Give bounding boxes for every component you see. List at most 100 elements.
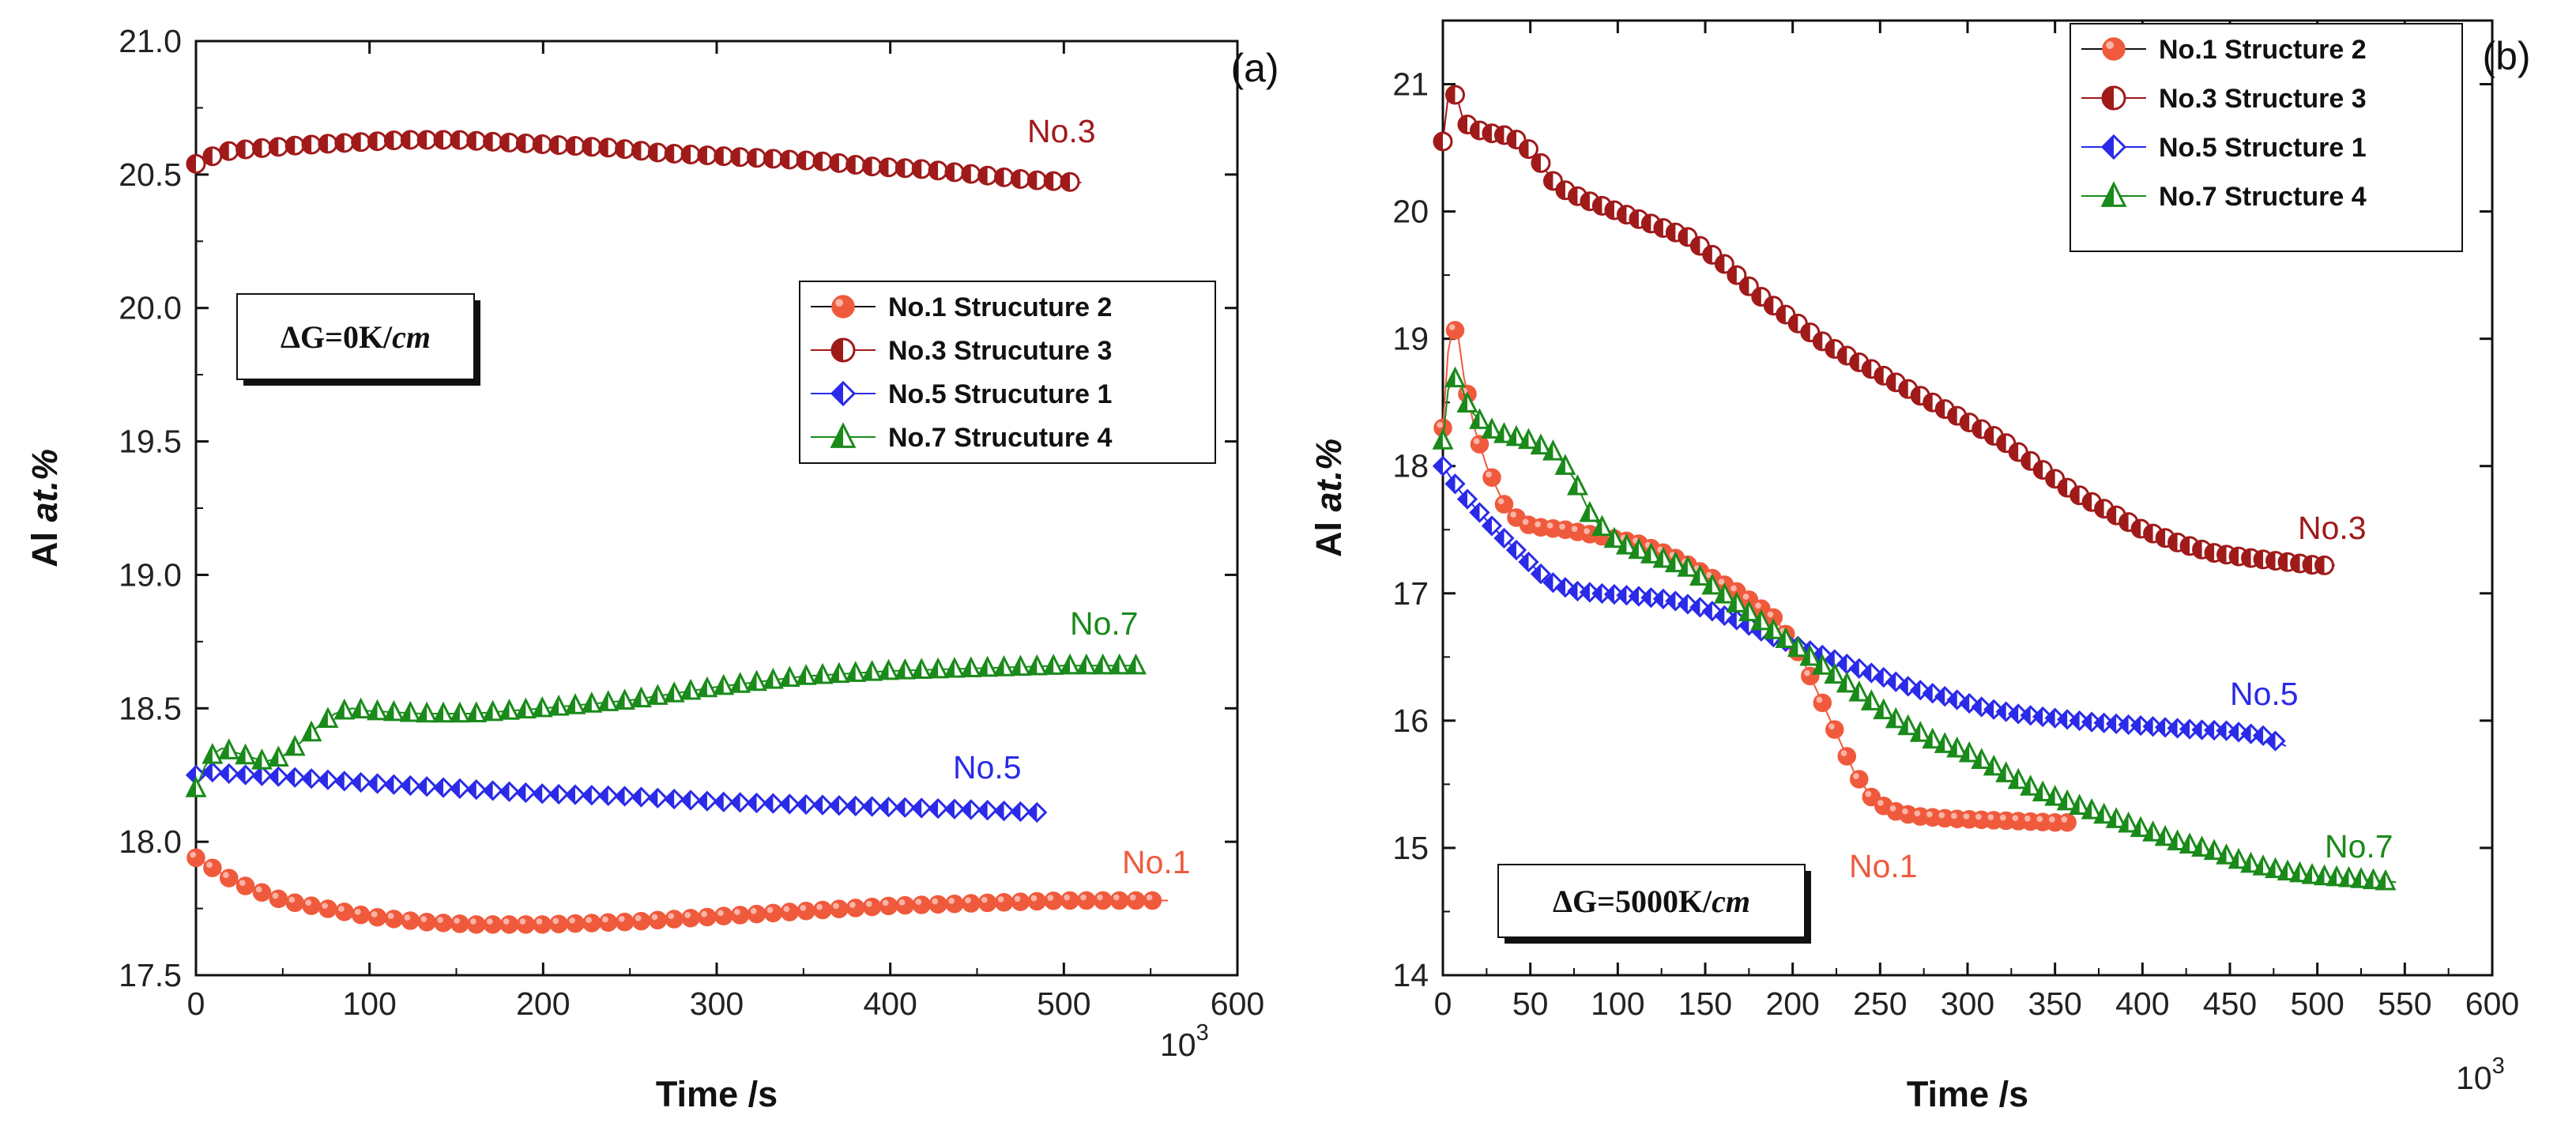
data-point: [696, 676, 718, 698]
data-point: [927, 657, 949, 679]
legend-marker: [830, 380, 857, 407]
data-point: [1799, 644, 1821, 666]
data-point: [763, 793, 784, 814]
condition-text: ΔG=5000K/cm: [1553, 884, 1750, 919]
data-point: [961, 164, 981, 184]
data-point: [219, 141, 239, 161]
data-point: [895, 895, 915, 915]
data-point: [2008, 703, 2029, 725]
data-point: [598, 913, 618, 933]
data-point: [450, 914, 469, 933]
data-point: [482, 699, 504, 722]
series-line: [1442, 375, 2397, 884]
data-point: [2093, 802, 2115, 824]
condition-text-prefix: ΔG=0K/: [281, 319, 393, 355]
y-tick-label: 19: [1392, 321, 1429, 357]
legend-marker: [2102, 37, 2126, 61]
data-point: [499, 781, 520, 802]
data-point: [597, 785, 619, 807]
data-point: [1481, 417, 1503, 439]
data-point: [186, 848, 205, 868]
chart-panel-b: 0 50 100 150 200 250 300 350 400 450 500 550 600 14 15…: [1309, 19, 2531, 1114]
data-point: [597, 690, 620, 711]
y-axis-label: Al at.%: [24, 449, 65, 567]
data-point: [1092, 653, 1114, 675]
data-point: [1836, 671, 1858, 693]
data-point: [828, 661, 850, 684]
data-point: [665, 910, 684, 929]
data-point: [729, 792, 751, 813]
data-point: [664, 789, 685, 810]
legend-marker: [2100, 134, 2127, 160]
data-point: [582, 137, 602, 157]
data-point: [251, 138, 272, 158]
x-multiplier-base: 10: [1160, 1027, 1196, 1063]
y-tick-label: 15: [1392, 830, 1429, 866]
legend-entry: No.7 Structure 4: [2081, 181, 2367, 212]
data-point: [2179, 832, 2201, 854]
x-tick-label: 200: [1765, 985, 1819, 1022]
data-point: [664, 143, 684, 164]
data-point: [2326, 865, 2348, 887]
data-point: [960, 799, 981, 820]
data-point: [845, 154, 866, 175]
data-point: [962, 894, 981, 913]
data-point: [432, 777, 454, 798]
data-point: [1433, 418, 1452, 438]
data-point: [631, 911, 651, 931]
series-1: [1433, 321, 2077, 832]
data-point: [2375, 869, 2397, 891]
data-point: [1813, 693, 1832, 713]
data-point: [516, 915, 536, 934]
series-annotation: No.1: [1849, 848, 1918, 884]
legend-entry: No.5 Strucuture 1: [811, 379, 1112, 409]
data-point: [201, 761, 223, 783]
x-tick-label: 300: [1941, 985, 1994, 1022]
chart-panel-a: 0 100 200 300 400 500 600 17.5 18.0 18.5 19.0 19.5 2…: [24, 23, 1279, 1114]
data-point: [812, 794, 834, 816]
data-point: [1042, 654, 1064, 675]
data-point: [450, 130, 470, 150]
y-tick-label: 21: [1392, 66, 1429, 103]
data-point: [1689, 564, 1711, 586]
data-point: [647, 787, 668, 809]
data-point: [449, 778, 471, 799]
data-point: [631, 786, 652, 808]
data-point: [2130, 816, 2152, 838]
data-point: [417, 913, 436, 932]
data-point: [2289, 861, 2310, 883]
data-point: [2044, 707, 2066, 729]
data-point: [333, 771, 355, 792]
data-point: [1493, 527, 1515, 549]
series-annotation: No.3: [2298, 510, 2367, 546]
series-1: [186, 848, 1169, 934]
y-tick-label: 20: [1392, 194, 1429, 230]
series-4: [185, 653, 1147, 797]
data-point: [532, 134, 552, 155]
data-point: [416, 776, 438, 797]
series-2: [1433, 85, 2335, 575]
data-point: [284, 135, 305, 156]
data-point: [763, 149, 783, 169]
data-point: [515, 782, 537, 804]
data-point: [714, 146, 734, 167]
data-point: [2228, 847, 2250, 869]
data-point: [1494, 495, 1514, 514]
legend-label: No.3 Strucuture 3: [888, 336, 1112, 366]
data-point: [1971, 696, 1992, 718]
data-point: [1787, 635, 1809, 658]
data-point: [565, 136, 586, 156]
data-point: [383, 130, 404, 151]
data-point: [1542, 439, 1564, 461]
data-point: [796, 150, 816, 171]
x-tick-label: 0: [1434, 985, 1452, 1022]
data-point: [235, 743, 257, 765]
data-point: [367, 131, 388, 152]
data-point: [631, 141, 651, 161]
data-point: [2069, 793, 2091, 815]
data-point: [1432, 455, 1454, 477]
y-axis-label-plain: Al: [1309, 512, 1349, 558]
data-point: [1701, 573, 1723, 595]
y-axis-label-plain: Al: [24, 522, 65, 568]
